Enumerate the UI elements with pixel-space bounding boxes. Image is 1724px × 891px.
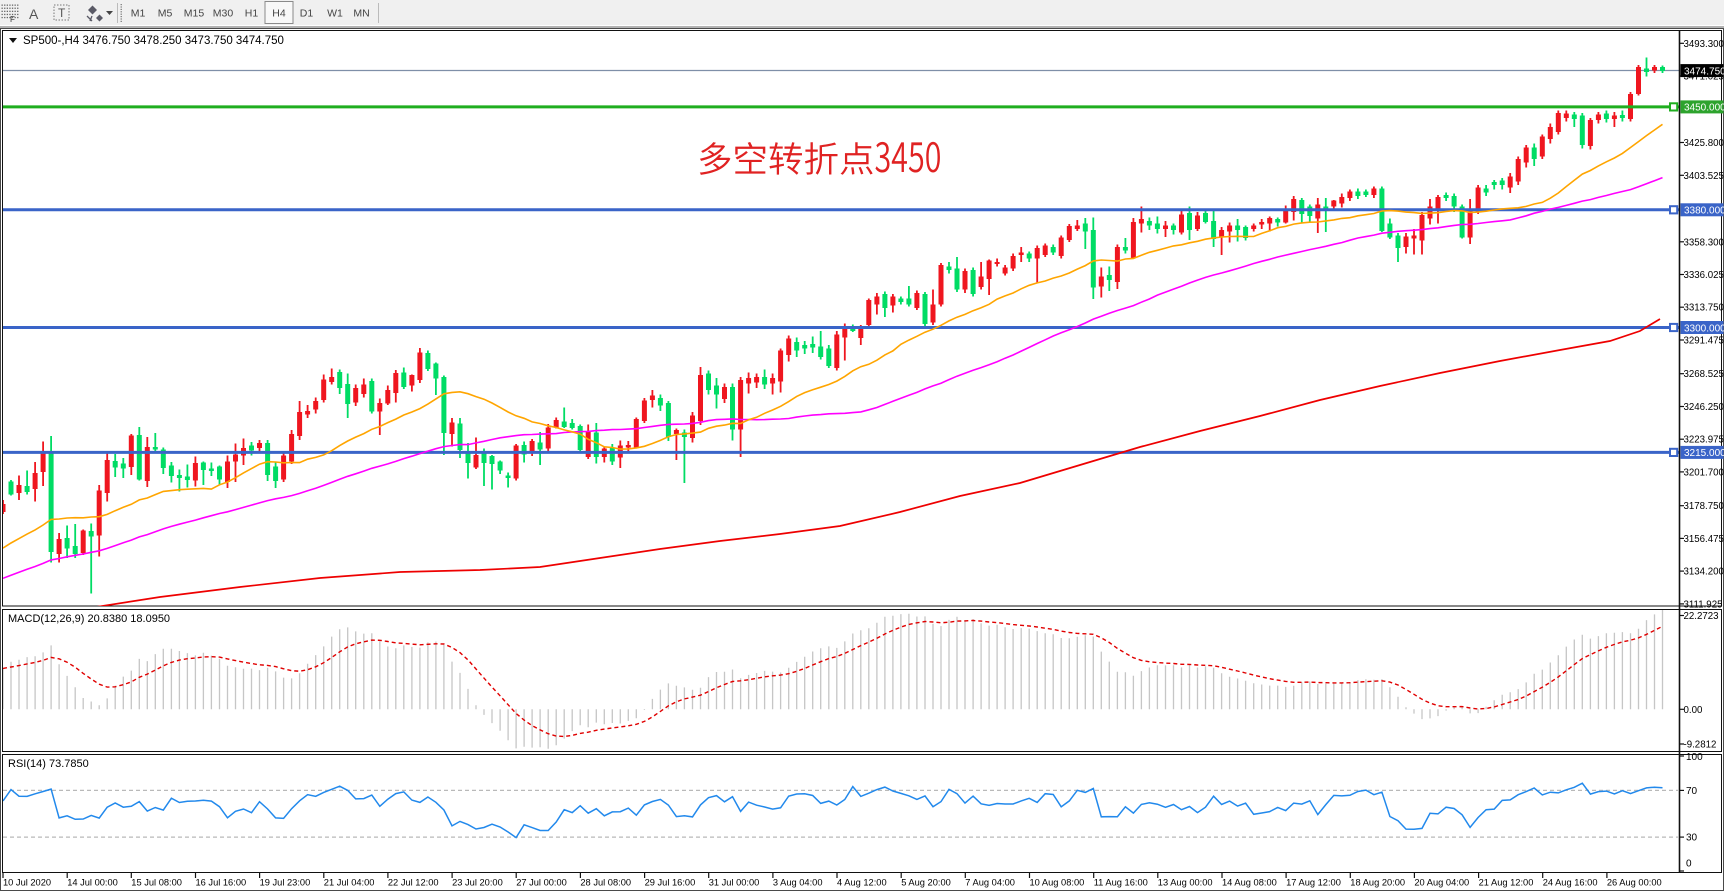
svg-text:M1: M1 [131,8,146,20]
svg-text:SP500-,H4 3476.750 3478.250 3: SP500-,H4 3476.750 3478.250 3473.750 347… [23,35,284,47]
svg-text:14 Jul 00:00: 14 Jul 00:00 [67,878,118,888]
svg-text:15 Jul 08:00: 15 Jul 08:00 [131,878,182,888]
svg-text:T: T [58,6,66,20]
svg-text:5 Aug 20:00: 5 Aug 20:00 [901,878,951,888]
svg-text:W1: W1 [327,8,343,20]
svg-text:3450.000: 3450.000 [1684,103,1724,114]
svg-text:3291.475: 3291.475 [1684,336,1724,347]
svg-text:3201.700: 3201.700 [1684,467,1724,478]
svg-text:30: 30 [1686,833,1698,844]
svg-text:3474.750: 3474.750 [1684,66,1724,77]
svg-text:3358.300: 3358.300 [1684,237,1724,248]
svg-text:H1: H1 [245,8,259,20]
svg-text:3223.975: 3223.975 [1684,435,1724,446]
svg-text:17 Aug 12:00: 17 Aug 12:00 [1286,878,1341,888]
svg-text:21 Aug 12:00: 21 Aug 12:00 [1479,878,1534,888]
svg-text:29 Jul 16:00: 29 Jul 16:00 [645,878,696,888]
svg-text:13 Aug 00:00: 13 Aug 00:00 [1158,878,1213,888]
svg-text:22.2723: 22.2723 [1684,611,1719,622]
svg-text:M15: M15 [184,8,205,20]
svg-text:3246.250: 3246.250 [1684,402,1724,413]
svg-text:H4: H4 [272,8,286,20]
svg-text:11 Aug 16:00: 11 Aug 16:00 [1094,878,1148,888]
svg-text:21 Jul 04:00: 21 Jul 04:00 [324,878,375,888]
svg-text:3 Aug 04:00: 3 Aug 04:00 [773,878,823,888]
svg-text:A: A [29,6,39,22]
svg-text:26 Aug 00:00: 26 Aug 00:00 [1607,878,1662,888]
svg-text:3403.525: 3403.525 [1684,171,1724,182]
svg-text:16 Jul 16:00: 16 Jul 16:00 [196,878,247,888]
svg-text:28 Jul 08:00: 28 Jul 08:00 [580,878,631,888]
svg-text:3313.750: 3313.750 [1684,303,1724,314]
svg-text:MN: MN [353,8,369,20]
svg-text:3111.925: 3111.925 [1684,599,1723,610]
svg-text:3300.000: 3300.000 [1684,323,1724,334]
svg-text:3215.000: 3215.000 [1684,448,1724,459]
svg-text:3156.475: 3156.475 [1684,534,1724,545]
svg-text:3493.300: 3493.300 [1684,39,1724,50]
svg-text:23 Jul 20:00: 23 Jul 20:00 [452,878,503,888]
svg-text:0.00: 0.00 [1684,705,1703,716]
svg-text:-9.2812: -9.2812 [1684,740,1717,751]
svg-text:31 Jul 00:00: 31 Jul 00:00 [709,878,760,888]
svg-text:24 Aug 16:00: 24 Aug 16:00 [1543,878,1598,888]
svg-text:27 Jul 00:00: 27 Jul 00:00 [516,878,567,888]
svg-text:M5: M5 [158,8,173,20]
svg-text:14 Aug 08:00: 14 Aug 08:00 [1222,878,1277,888]
svg-text:RSI(14) 73.7850: RSI(14) 73.7850 [8,758,89,770]
svg-text:3268.525: 3268.525 [1684,369,1724,380]
svg-text:18 Aug 20:00: 18 Aug 20:00 [1350,878,1405,888]
svg-text:3425.800: 3425.800 [1684,138,1724,149]
svg-text:MACD(12,26,9) 20.8380 18.0950: MACD(12,26,9) 20.8380 18.0950 [8,613,170,625]
svg-text:70: 70 [1686,786,1698,797]
svg-text:3178.750: 3178.750 [1684,501,1724,512]
svg-text:3380.000: 3380.000 [1684,206,1724,217]
svg-text:0: 0 [1686,859,1692,870]
svg-text:3336.025: 3336.025 [1684,270,1724,281]
svg-text:22 Jul 12:00: 22 Jul 12:00 [388,878,439,888]
svg-text:3134.200: 3134.200 [1684,567,1724,578]
svg-text:10 Aug 08:00: 10 Aug 08:00 [1030,878,1085,888]
svg-text:20 Aug 04:00: 20 Aug 04:00 [1414,878,1469,888]
svg-text:10 Jul 2020: 10 Jul 2020 [3,878,51,888]
svg-text:D1: D1 [300,8,314,20]
svg-text:4 Aug 12:00: 4 Aug 12:00 [837,878,887,888]
svg-text:7 Aug 04:00: 7 Aug 04:00 [965,878,1015,888]
svg-text:19 Jul 23:00: 19 Jul 23:00 [260,878,311,888]
svg-text:F: F [10,15,15,24]
svg-text:M30: M30 [213,8,234,20]
svg-text:100: 100 [1686,752,1703,763]
